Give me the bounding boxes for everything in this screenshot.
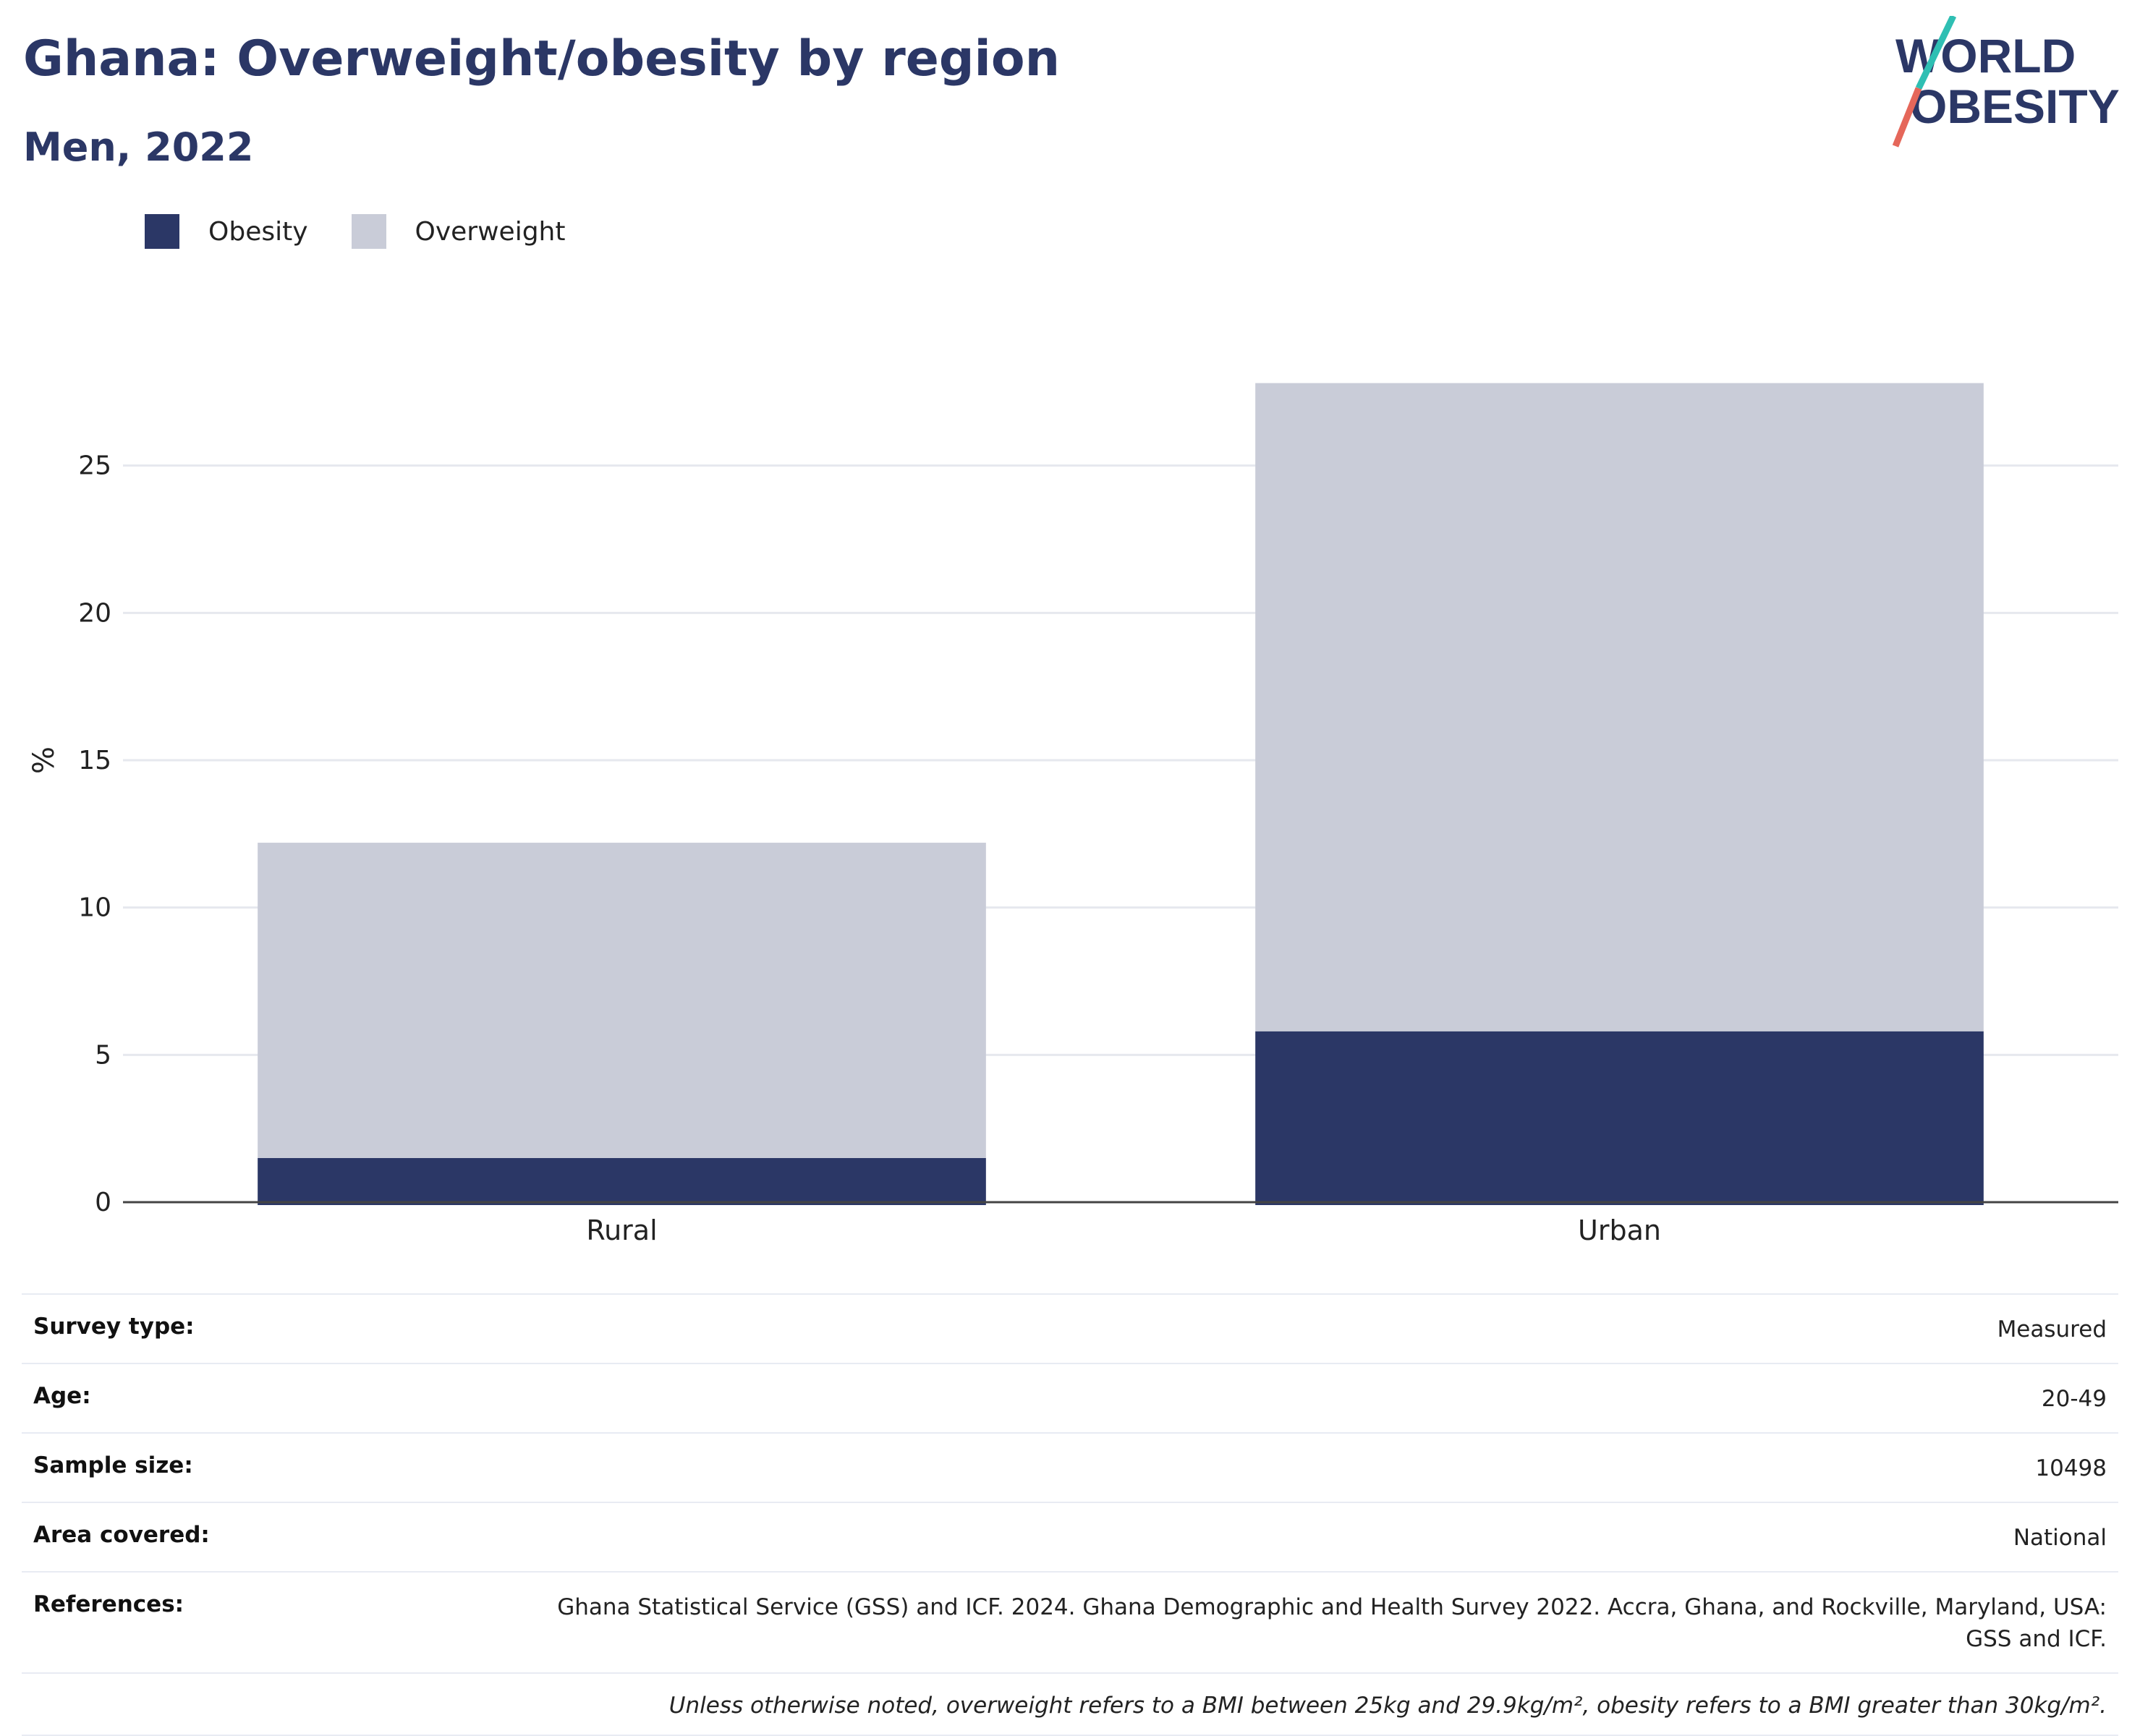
row-value: Measured: [1997, 1316, 2107, 1343]
row-key: Age:: [33, 1383, 91, 1409]
stacked-bar-chart: 0 5 10 15 20 25% Rural Urban: [27, 383, 2118, 1246]
row-value: 10498: [2035, 1455, 2107, 1481]
y-tick-label: 5: [95, 1040, 111, 1070]
row-key: Area covered:: [33, 1522, 210, 1548]
legend-label-overweight: Overweight: [415, 216, 566, 247]
y-tick-label: 20: [78, 598, 111, 628]
y-tick-label: 0: [95, 1188, 111, 1217]
row-value: National: [2013, 1525, 2107, 1551]
bmi-definition-note: Unless otherwise noted, overweight refer…: [22, 1672, 2118, 1736]
y-tick-label: 10: [78, 893, 111, 923]
survey-details-table: Survey type: Measured Age: 20-49 Sample …: [22, 1293, 2118, 1736]
bar-obesity-rural: [258, 1157, 986, 1205]
y-axis-label: %: [27, 746, 61, 774]
chart-title: Ghana: Overweight/obesity by region: [23, 30, 1060, 88]
world-obesity-logo: WORLD OBESITY: [1892, 16, 2120, 148]
svg-text:OBESITY: OBESITY: [1910, 80, 2120, 133]
table-row: Age: 20-49: [22, 1363, 2118, 1432]
table-row: Area covered: National: [22, 1502, 2118, 1571]
row-key: Survey type:: [33, 1314, 195, 1340]
bar-overweight-rural: [258, 843, 986, 1158]
row-key: References:: [33, 1591, 184, 1617]
y-tick-label: 25: [78, 451, 111, 481]
legend-item-obesity[interactable]: Obesity: [145, 214, 308, 249]
table-row: Sample size: 10498: [22, 1432, 2118, 1502]
chart-subtitle: Men, 2022: [23, 124, 254, 170]
row-value: 20-49: [2041, 1386, 2107, 1412]
x-tick-label: Urban: [1578, 1214, 1661, 1246]
y-tick-label: 15: [78, 746, 111, 775]
table-row: References: Ghana Statistical Service (G…: [22, 1571, 2118, 1672]
bar-overweight-urban: [1255, 383, 1984, 1031]
row-value: Ghana Statistical Service (GSS) and ICF.…: [557, 1594, 2107, 1652]
legend-label-obesity: Obesity: [208, 216, 308, 247]
legend-swatch-obesity: [145, 214, 179, 249]
legend: Obesity Overweight: [145, 214, 608, 249]
table-row: Survey type: Measured: [22, 1293, 2118, 1363]
x-tick-label: Rural: [586, 1214, 657, 1246]
legend-swatch-overweight: [351, 214, 386, 249]
row-key: Sample size:: [33, 1452, 193, 1478]
legend-item-overweight[interactable]: Overweight: [351, 214, 566, 249]
bar-obesity-urban: [1255, 1031, 1984, 1205]
